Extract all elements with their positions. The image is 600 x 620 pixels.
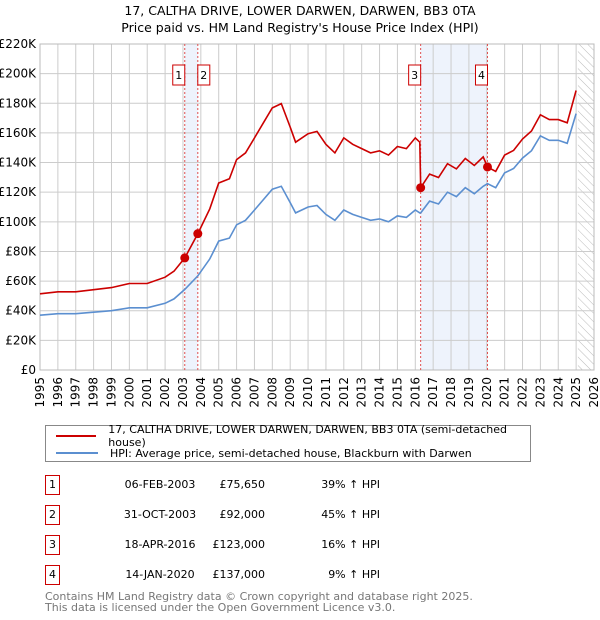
x-tick-label: 2009	[283, 377, 297, 408]
x-tick-label: 2014	[373, 377, 387, 408]
sale-price: £75,650	[219, 478, 266, 491]
x-tick-label: 2026	[587, 377, 600, 408]
line-chart: £0 £20K £40K £60K £80K £100K £120K £140K £160K £1…	[0, 37, 600, 408]
transaction-row: 1 06-FEB-2003 £75,650 39% ↑ HPI	[45, 475, 545, 495]
x-tick-label: 2004	[194, 377, 208, 408]
sale-number: 1	[45, 475, 60, 495]
footer-licence: This data is licensed under the Open Gov…	[45, 601, 396, 614]
transaction-row: 2 31-OCT-2003 £92,000 45% ↑ HPI	[45, 505, 545, 525]
sale-point	[482, 162, 492, 172]
x-tick-label: 2012	[337, 377, 351, 408]
x-tick-label: 1996	[51, 377, 65, 408]
y-tick-label: £80K	[5, 244, 37, 258]
sale-point	[193, 229, 203, 239]
sale-period-band	[184, 44, 198, 370]
x-tick-label: 2024	[551, 377, 565, 408]
sale-hpi-diff: 16% ↑ HPI	[321, 538, 380, 551]
sale-point	[416, 183, 426, 193]
sale-label-box	[197, 64, 211, 86]
y-tick-label: £180K	[0, 96, 37, 110]
x-tick-label: 1999	[104, 377, 118, 408]
legend-label-property: 17, CALTHA DRIVE, LOWER DARWEN, DARWEN, …	[108, 423, 507, 449]
sale-date: 18-APR-2016	[124, 538, 196, 551]
hpi-line	[39, 113, 577, 316]
footer-copyright: Contains HM Land Registry data © Crown c…	[45, 590, 473, 603]
sale-price: £137,000	[212, 568, 266, 581]
sale-price: £123,000	[212, 538, 266, 551]
x-tick-label: 2017	[426, 377, 440, 408]
chart-subtitle: Price paid vs. HM Land Registry's House …	[121, 20, 479, 35]
x-tick-label: 2008	[265, 377, 279, 408]
legend-swatch-red	[56, 435, 97, 437]
x-tick-label: 2003	[176, 377, 190, 408]
sale-label-box	[408, 64, 422, 86]
plot-border	[39, 43, 595, 371]
x-tick-label: 2023	[533, 377, 547, 408]
x-tick-label: 2007	[247, 377, 261, 408]
legend-item-property: 17, CALTHA DRIVE, LOWER DARWEN, DARWEN, …	[56, 423, 530, 449]
sale-hpi-diff: 9% ↑ HPI	[328, 568, 380, 581]
x-tick-label: 2000	[122, 377, 136, 408]
y-tick-label: £120K	[0, 185, 37, 199]
sale-label: 4	[478, 69, 485, 82]
x-tick-label: 2011	[319, 377, 333, 408]
sale-hpi-diff: 45% ↑ HPI	[321, 508, 380, 521]
x-tick-label: 2018	[444, 377, 458, 408]
x-tick-label: 2022	[516, 377, 530, 408]
x-tick-label: 2015	[390, 377, 404, 408]
sale-label: 3	[411, 69, 418, 82]
x-tick-label: 2021	[498, 377, 512, 408]
sale-date: 31-OCT-2003	[123, 508, 197, 521]
sale-label: 1	[175, 69, 182, 82]
y-tick-label: £160K	[0, 126, 37, 140]
y-tick-label: £40K	[5, 304, 37, 318]
x-tick-label: 2010	[301, 377, 315, 408]
legend-label-hpi: HPI: Average price, semi-detached house,…	[110, 446, 472, 460]
sale-period-band	[420, 44, 488, 370]
y-tick-label: £200K	[0, 67, 37, 81]
y-tick-label: £140K	[0, 156, 37, 170]
sale-date: 14-JAN-2020	[125, 568, 195, 581]
x-tick-label: 2005	[212, 377, 226, 408]
sale-number: 4	[45, 565, 60, 585]
x-tick-label: 1997	[69, 377, 83, 408]
forecast-hatch	[577, 44, 594, 370]
x-tick-label: 2025	[569, 377, 583, 408]
legend: 17, CALTHA DRIVE, LOWER DARWEN, DARWEN, …	[45, 423, 531, 462]
legend-item-hpi: HPI: Average price, semi-detached house,…	[56, 445, 472, 461]
sale-hpi-diff: 39% ↑ HPI	[321, 478, 380, 491]
sale-price: £92,000	[219, 508, 266, 521]
x-tick-label: 2016	[408, 377, 422, 408]
x-tick-label: 2001	[140, 377, 154, 408]
y-tick-label: £220K	[0, 37, 37, 51]
sale-date: 06-FEB-2003	[124, 478, 196, 491]
sale-number: 2	[45, 505, 60, 525]
x-tick-label: 1998	[87, 377, 101, 408]
sale-label-box	[474, 64, 488, 86]
x-tick-label: 1995	[33, 377, 47, 408]
y-tick-label: £100K	[0, 215, 37, 229]
x-tick-label: 2013	[355, 377, 369, 408]
chart-title: 17, CALTHA DRIVE, LOWER DARWEN, DARWEN, …	[124, 3, 476, 18]
x-tick-label: 2002	[158, 377, 172, 408]
sale-label-box	[172, 64, 186, 86]
legend-swatch-blue	[56, 452, 98, 454]
x-tick-label: 2019	[462, 377, 476, 408]
x-tick-label: 2020	[480, 377, 494, 408]
transaction-row: 4 14-JAN-2020 £137,000 9% ↑ HPI	[45, 565, 545, 585]
y-tick-label: £0	[21, 363, 36, 377]
sale-label: 2	[200, 69, 207, 82]
transaction-row: 3 18-APR-2016 £123,000 16% ↑ HPI	[45, 535, 545, 555]
y-tick-label: £60K	[5, 274, 37, 288]
x-tick-label: 2006	[230, 377, 244, 408]
sale-point	[180, 253, 190, 263]
y-tick-label: £20K	[5, 333, 37, 347]
sale-number: 3	[45, 535, 60, 555]
